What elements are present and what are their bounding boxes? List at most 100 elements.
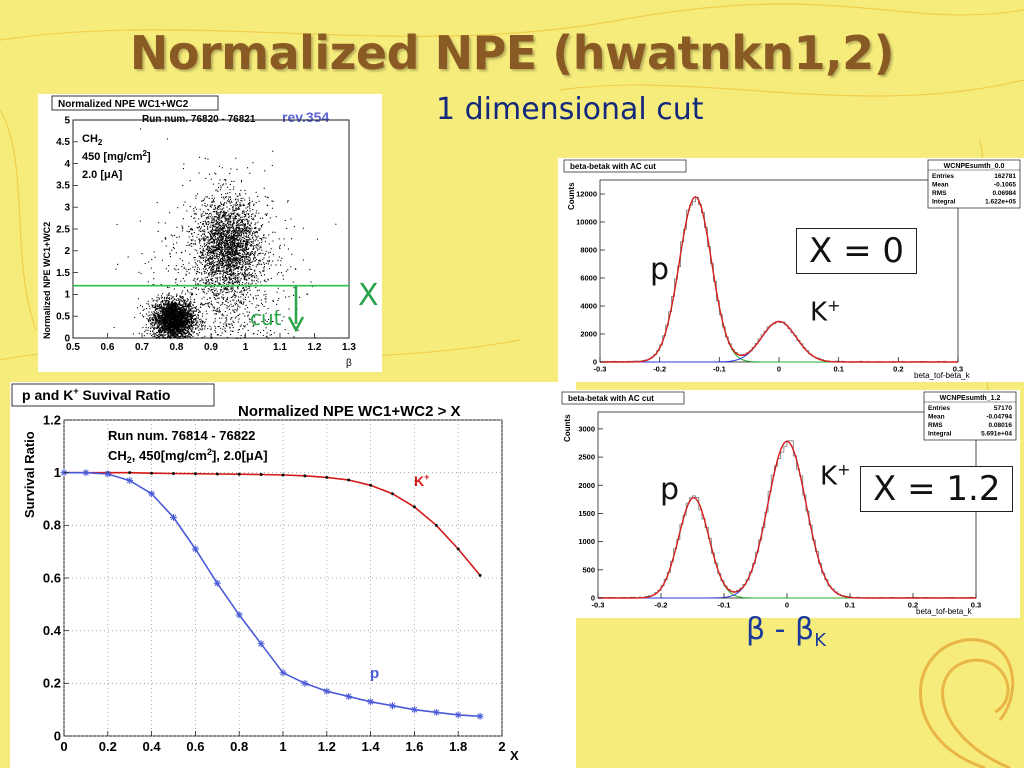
scatter-point [225,230,227,232]
scatter-point [171,304,173,306]
scatter-point [195,310,197,312]
scatter-point [220,185,222,187]
scatter-point [158,314,160,316]
scatter-point [236,263,238,265]
scatter-point [229,257,231,259]
scatter-point [218,213,220,215]
scatter-point [207,216,209,218]
scatter-point [234,309,236,311]
scatter-point [160,330,162,332]
scatter-point [177,310,179,312]
scatter-point [226,230,228,232]
scatter-point [178,325,180,327]
scatter-point [189,322,191,324]
scatter-point [235,261,237,263]
scatter-point [211,229,213,231]
scatter-point [222,223,224,225]
corner-swirl-icon [919,638,1015,768]
scatter-point [161,336,163,338]
scatter-point [158,297,160,299]
scatter-point [270,248,272,250]
scatter-point [235,198,237,200]
scatter-point [219,232,221,234]
scatter-point [164,303,166,305]
scatter-point [168,317,170,319]
scatter-point [233,259,235,261]
scatter-point [263,262,265,264]
scatter-point [239,202,241,204]
scatter-point [167,336,169,338]
scatter-point [248,247,250,249]
scatter-point [166,334,168,336]
scatter-point [176,331,178,333]
scatter-point [247,261,249,263]
scatter-point [226,240,228,242]
scatter-point [198,260,200,262]
scatter-point [214,270,216,272]
scatter-point [236,243,238,245]
scatter-point [183,323,185,325]
scatter-point [158,326,160,328]
scatter-point [169,320,171,322]
scatter-point [247,230,249,232]
scatter-point [210,257,212,259]
scatter-point [246,233,248,235]
scatter-point [213,274,215,276]
scatter-point [225,240,227,242]
scatter-point [172,317,174,319]
scatter-point [248,268,250,270]
scatter-point [201,321,203,323]
scatter-point [216,213,218,215]
scatter-point [218,268,220,270]
scatter-point [237,227,239,229]
scatter-point [249,253,251,255]
scatter-point [235,218,237,220]
scatter-point [238,262,240,264]
scatter-point [193,299,195,301]
scatter-point [231,214,233,216]
scatter-point [224,217,226,219]
scatter-point [175,306,177,308]
scatter-point [221,240,223,242]
scatter-point [176,315,178,317]
scatter-point [237,239,239,241]
scatter-point [199,228,201,230]
scatter-point [246,245,248,247]
scatter-point [239,244,241,246]
scatter-point [182,320,184,322]
scatter-point [174,332,176,334]
scatter-point [159,321,161,323]
scatter-point [167,324,169,326]
scatter-point [234,302,236,304]
scatter-point [233,247,235,249]
scatter-point [201,215,203,217]
scatter-point [217,209,219,211]
scatter-point [232,273,234,275]
scatter-point [248,287,250,289]
scatter-point [147,315,149,317]
scatter-point [249,233,251,235]
scatter-point [190,328,192,330]
scatter-point [236,267,238,269]
scatter-point [234,260,236,262]
scatter-point [161,323,163,325]
scatter-point [228,200,230,202]
scatter-point [228,267,230,269]
scatter-point [158,305,160,307]
scatter-point [240,259,242,261]
scatter-point [230,291,232,293]
scatter-point [165,313,167,315]
scatter-point [245,263,247,265]
scatter-point [226,233,228,235]
scatter-point [206,283,208,285]
scatter-point [183,306,185,308]
scatter-point [230,221,232,223]
scatter-point [161,313,163,315]
scatter-point [211,273,213,275]
scatter-point [236,208,238,210]
scatter-point [265,262,267,264]
scatter-point [175,316,177,318]
scatter-point [167,312,169,314]
scatter-point [182,296,184,298]
scatter-point [228,241,230,243]
